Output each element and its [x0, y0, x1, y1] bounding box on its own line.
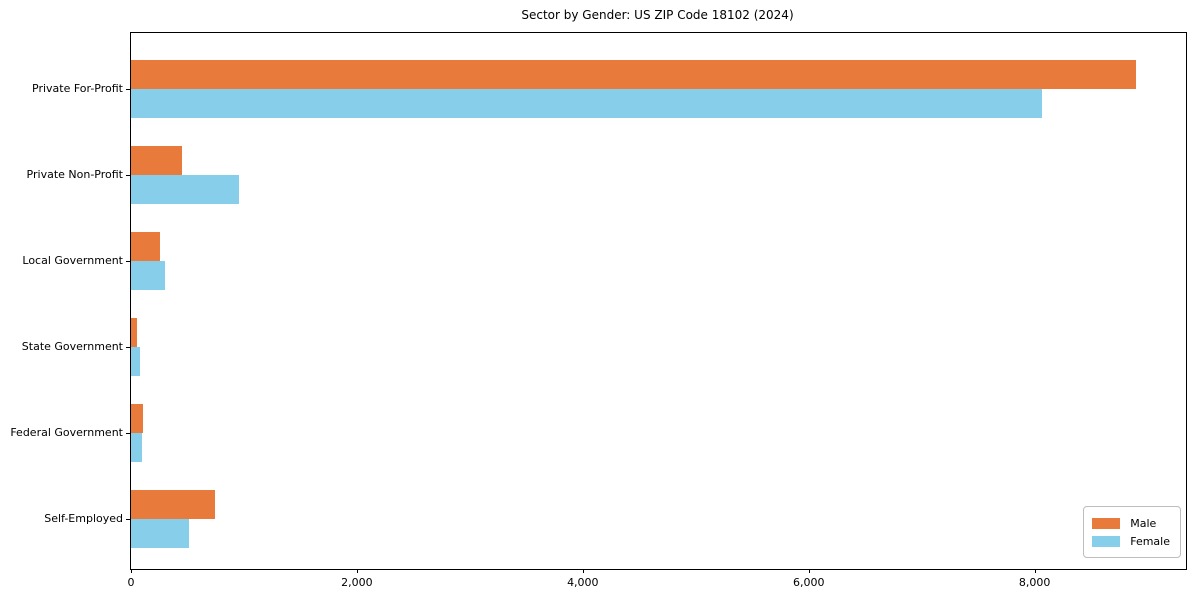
y-tick-label: Private Non-Profit: [26, 168, 123, 181]
x-tick-label: 4,000: [567, 576, 599, 589]
x-tick-mark: [808, 569, 810, 573]
y-tick-label: Self-Employed: [44, 512, 123, 525]
x-tick-mark: [582, 569, 584, 573]
bar-male-5: [131, 490, 216, 519]
plot-area: Male Female Private For-Profit Private No…: [10, 32, 1187, 589]
legend-row-male: Male: [1092, 514, 1170, 532]
bar-male-2: [131, 232, 161, 261]
legend-row-female: Female: [1092, 532, 1170, 550]
y-tick-mark: [126, 175, 130, 176]
y-tick-mark: [126, 519, 130, 520]
bar-male-4: [131, 404, 143, 433]
legend-label-male: Male: [1130, 516, 1157, 530]
bar-female-3: [131, 347, 140, 376]
y-tick-label: Local Government: [22, 254, 123, 267]
x-tick-label: 6,000: [792, 576, 825, 589]
x-tick-mark: [356, 569, 358, 573]
bar-male-3: [131, 318, 137, 347]
y-tick-label: Federal Government: [10, 426, 123, 439]
bar-male-1: [131, 146, 182, 175]
y-tick-mark: [126, 347, 130, 348]
bar-female-1: [131, 175, 240, 204]
chart-title: Sector by Gender: US ZIP Code 18102 (202…: [521, 8, 794, 22]
legend: Male Female: [1083, 506, 1181, 558]
x-tick-label: 0: [127, 576, 135, 589]
bar-female-4: [131, 433, 142, 462]
y-tick-mark: [126, 89, 130, 90]
x-tick-label: 8,000: [1018, 576, 1051, 589]
y-tick-label: Private For-Profit: [32, 82, 123, 95]
male-swatch: [1092, 517, 1121, 529]
bar-female-5: [131, 519, 189, 548]
female-swatch: [1092, 535, 1121, 547]
bar-female-2: [131, 261, 165, 290]
y-tick-mark: [126, 433, 130, 434]
bar-female-0: [131, 89, 1042, 118]
bar-male-0: [131, 60, 1136, 89]
x-tick-label: 2,000: [341, 576, 373, 589]
x-tick-mark: [1034, 569, 1036, 573]
x-tick-mark: [131, 569, 132, 573]
y-tick-label: State Government: [21, 340, 123, 353]
legend-label-female: Female: [1130, 534, 1170, 548]
y-tick-mark: [126, 261, 130, 262]
